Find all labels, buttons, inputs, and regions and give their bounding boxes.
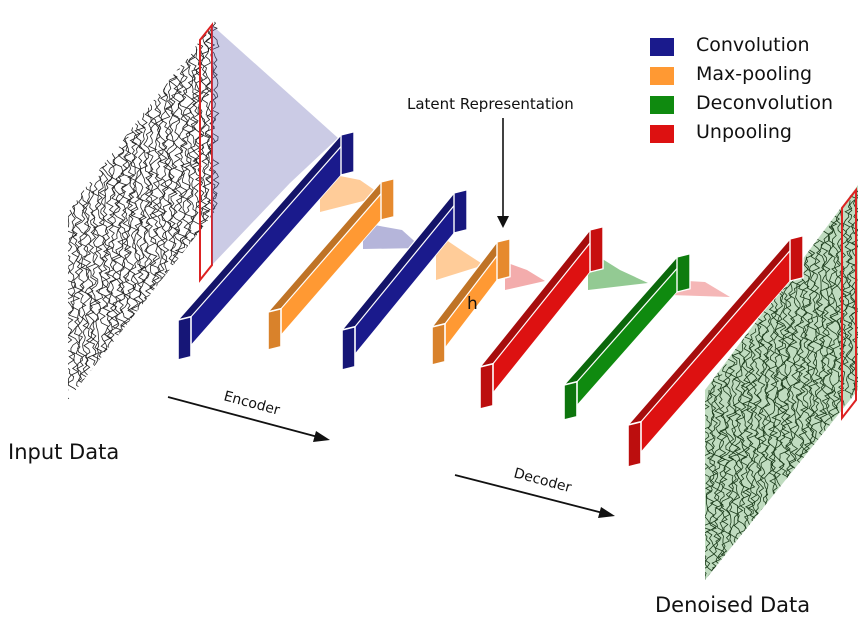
- legend-label-deconvolution: Deconvolution: [696, 92, 834, 114]
- legend-label-convolution: Convolution: [696, 34, 810, 56]
- trace-line: [97, 165, 109, 367]
- decoder-arrow: [454, 474, 615, 518]
- trace-line: [719, 364, 733, 565]
- trace-line: [187, 49, 200, 250]
- trace-line: [754, 317, 766, 519]
- trace-line: [777, 287, 790, 488]
- trace-line: [74, 195, 88, 396]
- trace-line: [152, 92, 166, 294]
- trace-line: [119, 136, 132, 338]
- denoised-data-label: Denoised Data: [655, 593, 810, 617]
- unpooling-swatch: [650, 125, 674, 143]
- trace-line: [716, 369, 728, 570]
- legend-label-max-pooling: Max-pooling: [696, 63, 813, 85]
- layer-block-3-convolution: [340, 188, 469, 372]
- input-data-label: Input Data: [8, 440, 119, 464]
- trace-line: [734, 343, 748, 544]
- denoised-data-panel: [705, 185, 858, 580]
- trace-line: [126, 127, 140, 328]
- latent-arrow: [497, 118, 509, 228]
- trace-line: [174, 63, 189, 264]
- deconvolution-swatch: [650, 96, 674, 114]
- trace-line: [780, 282, 793, 483]
- trace-line: [141, 107, 154, 309]
- layer-block-6-deconvolution: [562, 252, 692, 422]
- layer-block-4-max-pooling: [430, 237, 512, 367]
- trace-line: [837, 205, 850, 406]
- trace-line: [840, 200, 854, 401]
- trace-line: [758, 312, 770, 514]
- trace-line: [708, 379, 721, 580]
- trace-line: [764, 302, 779, 503]
- trace-line: [71, 200, 85, 400]
- legend-label-unpooling: Unpooling: [696, 121, 792, 143]
- trace-line: [741, 333, 756, 534]
- trace-line: [746, 328, 759, 529]
- trace-line: [208, 19, 220, 221]
- trace-line: [149, 97, 162, 299]
- layer-block-5-unpooling: [478, 225, 605, 411]
- trace-line: [738, 338, 751, 539]
- trace-line: [85, 180, 97, 382]
- latent-label: Latent Representation: [407, 95, 574, 113]
- trace-line: [834, 210, 846, 411]
- trace-line: [134, 117, 148, 318]
- convolution-swatch: [650, 38, 674, 56]
- trace-line: [724, 358, 736, 560]
- layer-block-1-convolution: [176, 130, 356, 362]
- trace-line: [772, 292, 785, 493]
- trace-line: [115, 141, 129, 342]
- trace-line: [705, 389, 713, 580]
- layer-block-7-unpooling: [626, 234, 805, 469]
- trace-line: [145, 102, 158, 304]
- trace-line: [197, 34, 210, 235]
- trace-line: [787, 271, 802, 473]
- trace-line: [68, 209, 77, 400]
- trace-line: [79, 190, 92, 391]
- trace-line: [100, 161, 114, 362]
- input-data-panel: [68, 19, 220, 400]
- code-label: h: [467, 294, 478, 314]
- encoder-arrow: [167, 396, 330, 442]
- trace-line: [201, 29, 214, 231]
- max-pooling-swatch: [650, 67, 674, 85]
- trace-line: [784, 277, 797, 478]
- trace-line: [160, 83, 173, 284]
- trace-line: [731, 348, 744, 550]
- layer-block-2-max-pooling: [266, 177, 396, 352]
- trace-line: [829, 215, 842, 416]
- output-window-box: [841, 187, 857, 421]
- trace-line: [761, 307, 774, 508]
- trace-line: [123, 131, 136, 333]
- layer-connections: [212, 25, 730, 297]
- trace-line: [189, 44, 203, 245]
- input-window-box: [199, 22, 213, 283]
- trace-line: [792, 266, 805, 468]
- trace-line: [711, 374, 725, 575]
- trace-line: [164, 78, 177, 279]
- trace-line: [130, 121, 144, 323]
- trace-line: [167, 73, 181, 274]
- trace-line: [807, 246, 820, 447]
- trace-line: [194, 39, 206, 240]
- trace-line: [810, 240, 824, 442]
- trace-line: [844, 194, 858, 396]
- trace-line: [92, 170, 107, 372]
